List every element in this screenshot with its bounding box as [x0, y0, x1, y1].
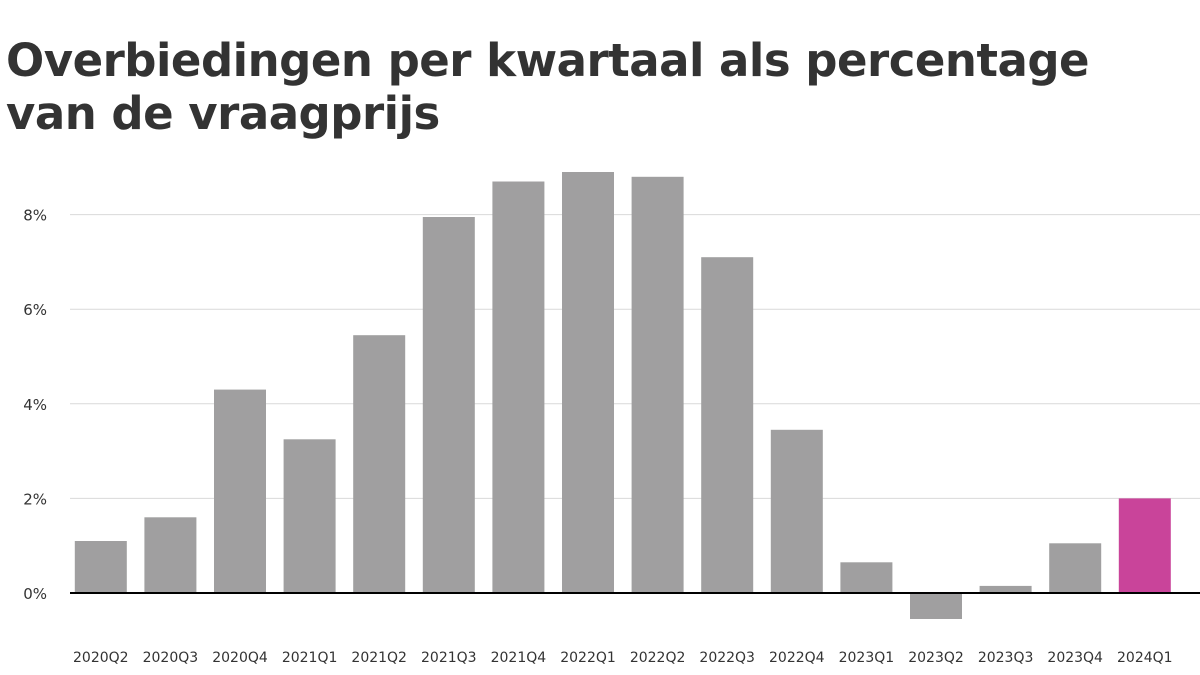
x-tick-label: 2020Q4 — [212, 650, 268, 666]
bar-2022q2 — [631, 176, 684, 594]
bar-2023q3 — [979, 585, 1032, 593]
y-tick-label: 0% — [23, 585, 47, 603]
y-tick-label: 2% — [23, 490, 47, 508]
bar-2023q1 — [840, 562, 893, 593]
y-tick-label: 4% — [23, 396, 47, 414]
bar-2023q4 — [1049, 543, 1102, 593]
bar-2022q4 — [770, 429, 823, 593]
x-tick-label: 2022Q2 — [630, 650, 686, 666]
x-tick-label: 2023Q2 — [908, 650, 964, 666]
x-tick-label: 2021Q1 — [282, 650, 338, 666]
x-tick-label: 2022Q4 — [769, 650, 825, 666]
bar-2021q3 — [422, 217, 475, 593]
bar-2020q2 — [74, 541, 127, 593]
bar-2022q3 — [701, 257, 754, 593]
x-tick-label: 2022Q3 — [699, 650, 755, 666]
bar-2021q4 — [492, 181, 545, 593]
y-tick-label: 8% — [23, 207, 47, 225]
x-tick-label: 2022Q1 — [560, 650, 616, 666]
x-tick-label: 2020Q3 — [143, 650, 199, 666]
bar-2024q1 — [1118, 498, 1171, 593]
x-tick-labels: 2020Q2 2020Q3 2020Q4 2021Q1 2021Q2 2021Q3 2021… — [73, 650, 1173, 666]
x-tick-label: 2024Q1 — [1117, 650, 1173, 666]
x-tick-label: 2021Q3 — [421, 650, 477, 666]
x-tick-label: 2020Q2 — [73, 650, 129, 666]
chart-title: Overbiedingen per kwartaal als percentag… — [6, 34, 1090, 140]
x-tick-label: 2021Q4 — [491, 650, 547, 666]
bar-2023q2 — [910, 593, 962, 619]
bar-2021q2 — [353, 335, 406, 593]
y-tick-label: 6% — [23, 301, 47, 319]
x-tick-label: 2023Q3 — [978, 650, 1034, 666]
bar-2021q1 — [283, 439, 336, 593]
bar-2022q1 — [562, 172, 614, 593]
y-tick-labels: 0% 2% 4% 6% 8% — [23, 207, 47, 603]
x-tick-label: 2023Q1 — [839, 650, 895, 666]
bar-2020q3 — [144, 517, 197, 593]
x-tick-label: 2021Q2 — [351, 650, 407, 666]
bar-2020q4 — [214, 389, 266, 593]
bars — [74, 172, 1171, 619]
x-tick-label: 2023Q4 — [1047, 650, 1103, 666]
